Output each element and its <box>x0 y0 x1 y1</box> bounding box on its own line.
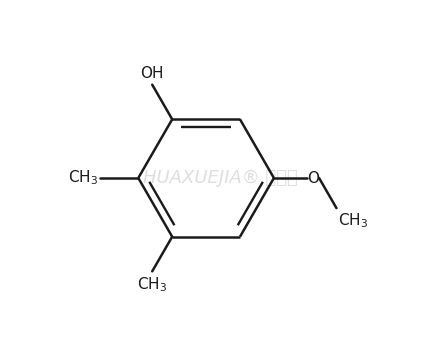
Text: CH$_3$: CH$_3$ <box>68 169 98 187</box>
Text: CH$_3$: CH$_3$ <box>338 211 368 230</box>
Text: CH$_3$: CH$_3$ <box>137 276 167 294</box>
Text: O: O <box>308 171 319 185</box>
Text: OH: OH <box>140 66 164 81</box>
Text: HUAXUEJIA® 化学加: HUAXUEJIA® 化学加 <box>143 169 297 187</box>
